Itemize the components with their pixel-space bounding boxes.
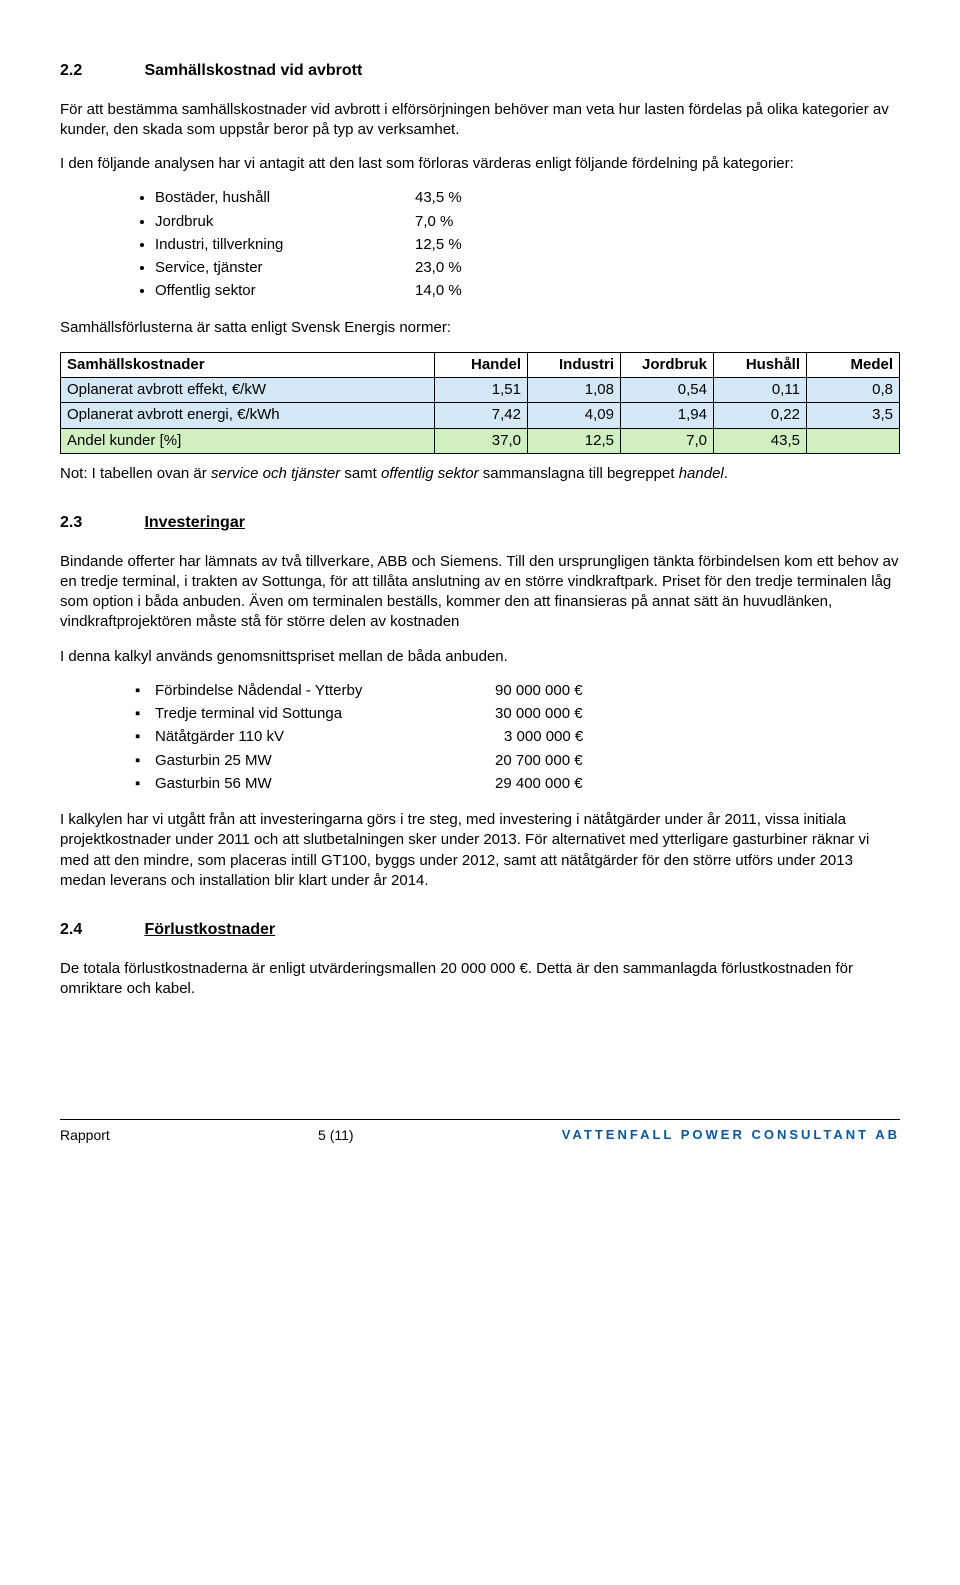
cost-table: Samhällskostnader Handel Industri Jordbr…	[60, 352, 900, 454]
page-footer: Rapport 5 (11) VATTENFALL POWER CONSULTA…	[60, 1119, 900, 1145]
list-item: Offentlig sektor14,0 %	[155, 281, 900, 301]
heading-2-2: 2.2 Samhällskostnad vid avbrott	[60, 60, 900, 82]
footer-right: VATTENFALL POWER CONSULTANT AB	[562, 1126, 900, 1145]
list-item: Förbindelse Nådendal - Ytterby90 000 000…	[155, 681, 900, 701]
list-item: Service, tjänster23,0 %	[155, 258, 900, 278]
para-2-2-1: För att bestämma samhällskostnader vid a…	[60, 100, 900, 141]
list-item: Industri, tillverkning12,5 %	[155, 235, 900, 255]
table-header: Industri	[528, 352, 621, 377]
table-row: Oplanerat avbrott effekt, €/kW 1,51 1,08…	[61, 378, 900, 403]
list-item: Gasturbin 25 MW20 700 000 €	[155, 751, 900, 771]
para-2-4-1: De totala förlustkostnaderna är enligt u…	[60, 959, 900, 1000]
heading-num: 2.4	[60, 919, 140, 941]
heading-2-3: 2.3 Investeringar	[60, 512, 900, 534]
footer-center: 5 (11)	[318, 1126, 354, 1145]
para-2-3-1: Bindande offerter har lämnats av två til…	[60, 552, 900, 633]
list-item: Bostäder, hushåll43,5 %	[155, 188, 900, 208]
table-header: Medel	[807, 352, 900, 377]
table-row: Oplanerat avbrott energi, €/kWh 7,42 4,0…	[61, 403, 900, 428]
table-header-row: Samhällskostnader Handel Industri Jordbr…	[61, 352, 900, 377]
heading-num: 2.3	[60, 512, 140, 534]
heading-title: Investeringar	[144, 514, 244, 531]
para-2-3-2: I denna kalkyl används genomsnittspriset…	[60, 647, 900, 667]
list-item: Nätåtgärder 110 kV3 000 000 €	[155, 727, 900, 747]
heading-num: 2.2	[60, 60, 140, 82]
heading-2-4: 2.4 Förlustkostnader	[60, 919, 900, 941]
heading-title: Samhällskostnad vid avbrott	[144, 62, 362, 79]
list-item: Gasturbin 56 MW29 400 000 €	[155, 774, 900, 794]
list-item: Tredje terminal vid Sottunga30 000 000 €	[155, 704, 900, 724]
table-header: Samhällskostnader	[61, 352, 435, 377]
footer-left: Rapport	[60, 1126, 110, 1145]
table-header: Hushåll	[714, 352, 807, 377]
para-2-2-2: I den följande analysen har vi antagit a…	[60, 154, 900, 174]
table-note: Not: I tabellen ovan är service och tjän…	[60, 464, 900, 484]
list-item: Jordbruk7,0 %	[155, 212, 900, 232]
para-2-3-3: I kalkylen har vi utgått från att invest…	[60, 810, 900, 891]
investment-list: Förbindelse Nådendal - Ytterby90 000 000…	[60, 681, 900, 794]
table-header: Handel	[435, 352, 528, 377]
heading-title: Förlustkostnader	[144, 921, 275, 938]
table-row: Andel kunder [%] 37,0 12,5 7,0 43,5	[61, 428, 900, 453]
para-2-2-3: Samhällsförlusterna är satta enligt Sven…	[60, 318, 900, 338]
category-list: Bostäder, hushåll43,5 % Jordbruk7,0 % In…	[60, 188, 900, 301]
table-header: Jordbruk	[621, 352, 714, 377]
